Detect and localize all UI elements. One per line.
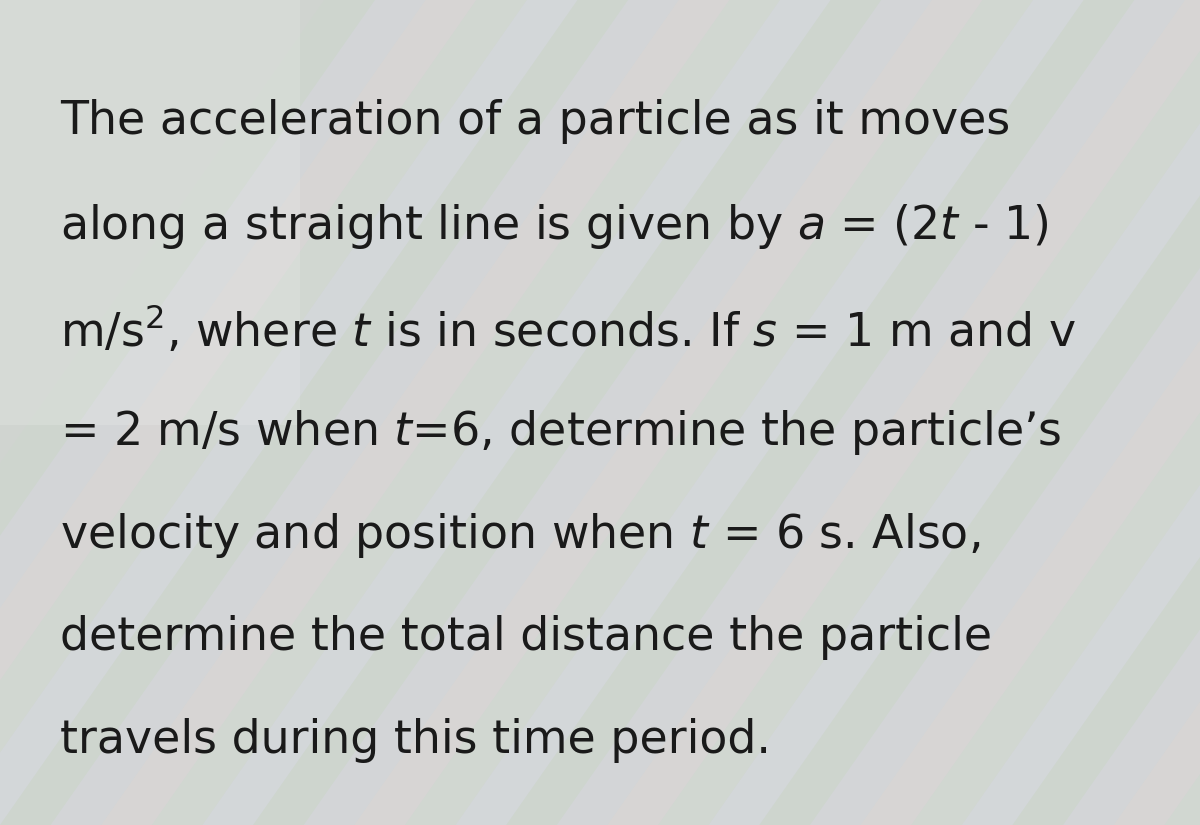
Polygon shape: [406, 0, 1033, 825]
Polygon shape: [860, 0, 1200, 825]
Polygon shape: [253, 0, 881, 825]
Polygon shape: [0, 0, 527, 825]
Polygon shape: [152, 0, 780, 825]
Polygon shape: [101, 0, 730, 825]
Polygon shape: [50, 0, 679, 825]
Polygon shape: [1164, 0, 1200, 825]
Polygon shape: [456, 0, 1084, 825]
Polygon shape: [304, 0, 932, 825]
Text: The acceleration of a particle as it moves: The acceleration of a particle as it mov…: [60, 99, 1010, 144]
Polygon shape: [0, 0, 476, 825]
Polygon shape: [1114, 0, 1200, 825]
Text: = 2 m/s when $t$=6, determine the particle’s: = 2 m/s when $t$=6, determine the partic…: [60, 408, 1062, 457]
Polygon shape: [658, 0, 1200, 825]
Polygon shape: [760, 0, 1200, 825]
Polygon shape: [1013, 0, 1200, 825]
Polygon shape: [557, 0, 1186, 825]
Polygon shape: [203, 0, 830, 825]
Polygon shape: [962, 0, 1200, 825]
Text: m/s$^2$, where $t$ is in seconds. If $s$ = 1 m and v: m/s$^2$, where $t$ is in seconds. If $s$…: [60, 305, 1076, 356]
Polygon shape: [506, 0, 1134, 825]
Polygon shape: [0, 0, 628, 825]
Polygon shape: [354, 0, 983, 825]
Polygon shape: [0, 0, 577, 825]
Polygon shape: [0, 0, 426, 825]
Bar: [0, 0, 300, 425]
Text: travels during this time period.: travels during this time period.: [60, 718, 772, 763]
Polygon shape: [810, 0, 1200, 825]
Text: along a straight line is given by $a$ = (2$t$ - 1): along a straight line is given by $a$ = …: [60, 202, 1049, 251]
Text: determine the total distance the particle: determine the total distance the particl…: [60, 615, 992, 660]
Polygon shape: [607, 0, 1200, 825]
Polygon shape: [709, 0, 1200, 825]
Polygon shape: [911, 0, 1200, 825]
Text: velocity and position when $t$ = 6 s. Also,: velocity and position when $t$ = 6 s. Al…: [60, 512, 980, 560]
Polygon shape: [1063, 0, 1200, 825]
Polygon shape: [0, 0, 374, 825]
